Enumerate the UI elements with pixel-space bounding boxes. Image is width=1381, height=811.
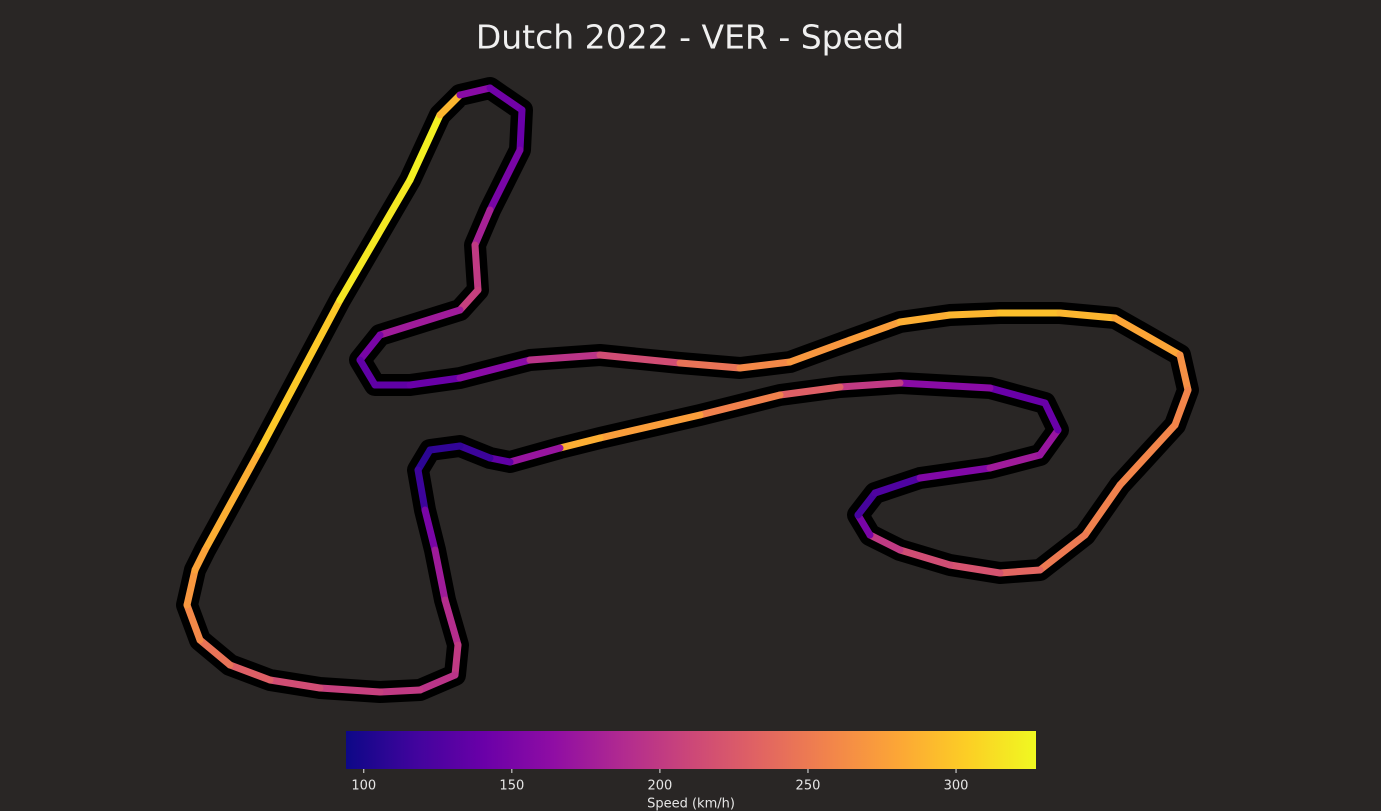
colorbar-tick-label: 100 [351,779,376,794]
track-segment [336,176,414,304]
track-segment [471,206,494,249]
track-segment [854,511,874,539]
colorbar-tick-label: 150 [499,779,524,794]
track-segment [896,546,954,569]
track-segment [986,384,1049,407]
track-segment [896,379,994,392]
colorbar-label: Speed (km/h) [647,797,735,811]
track-segment [486,146,524,214]
track-segment [836,379,904,391]
track-segment [1056,309,1119,322]
track-segment [456,84,494,99]
track-segment [556,434,604,452]
track-segment [1036,531,1089,574]
track-segment [196,636,234,669]
track-segment [201,446,264,554]
track-segment [871,474,924,497]
track-segment [426,442,464,454]
colorbar-tick-label: 200 [647,779,672,794]
colorbar-tick-label: 250 [796,779,821,794]
track-segment [414,466,429,514]
colorbar-ramp [346,731,1036,769]
track-segment [406,374,464,389]
track-segment [451,641,462,679]
track-segment [256,296,344,454]
track-segment [866,531,904,554]
track-segment [786,336,854,366]
track-segment [946,561,1004,577]
track-segment [414,446,434,474]
track-segment [506,444,564,466]
track-segment [946,309,1004,319]
colorbar: 100 150 200 250 300 Speed (km/h) [346,731,1036,811]
track-segment [736,358,794,372]
track-segment [316,684,384,696]
track-segment [996,566,1044,577]
track-segment [1041,399,1062,434]
track-segment [191,546,209,574]
track [176,77,1199,703]
track-segment [183,601,204,644]
track-segment [421,506,439,554]
track-segment [986,451,1044,472]
track-segment [406,111,444,184]
track-segment [776,383,844,399]
track-segment [596,411,704,442]
track-segment [356,356,379,389]
track-segment [183,566,199,609]
track-segment [456,442,494,462]
track-segment [376,306,464,339]
track-segment [356,331,384,364]
track-segment [1111,314,1184,359]
track-segment [1116,421,1179,489]
track-segment [596,351,684,367]
track-segment [1176,351,1192,394]
track-segment [376,686,424,696]
track-segment [416,671,459,694]
track-segment [526,351,604,364]
track-segment [431,546,449,604]
track-outline [176,77,1199,703]
track-segment [516,106,526,154]
track-segment [436,91,464,119]
track-segment [486,84,526,114]
track-segment [916,464,994,482]
track-segment [456,286,482,314]
track-segment [456,356,534,382]
track-segment [226,661,274,684]
track-segment [266,676,324,692]
track-segment [896,311,954,326]
track-segment [471,241,482,294]
track-segment [1081,481,1124,539]
track-segment [676,359,744,372]
track-segment [696,391,784,419]
colorbar-tick-label: 300 [944,779,969,794]
track-segment [846,318,904,344]
track-segment [1171,386,1192,429]
chart-title: Dutch 2022 - VER - Speed [476,18,904,57]
track-segment [1036,426,1062,459]
track-segment [441,596,462,649]
track-segment [854,489,879,519]
